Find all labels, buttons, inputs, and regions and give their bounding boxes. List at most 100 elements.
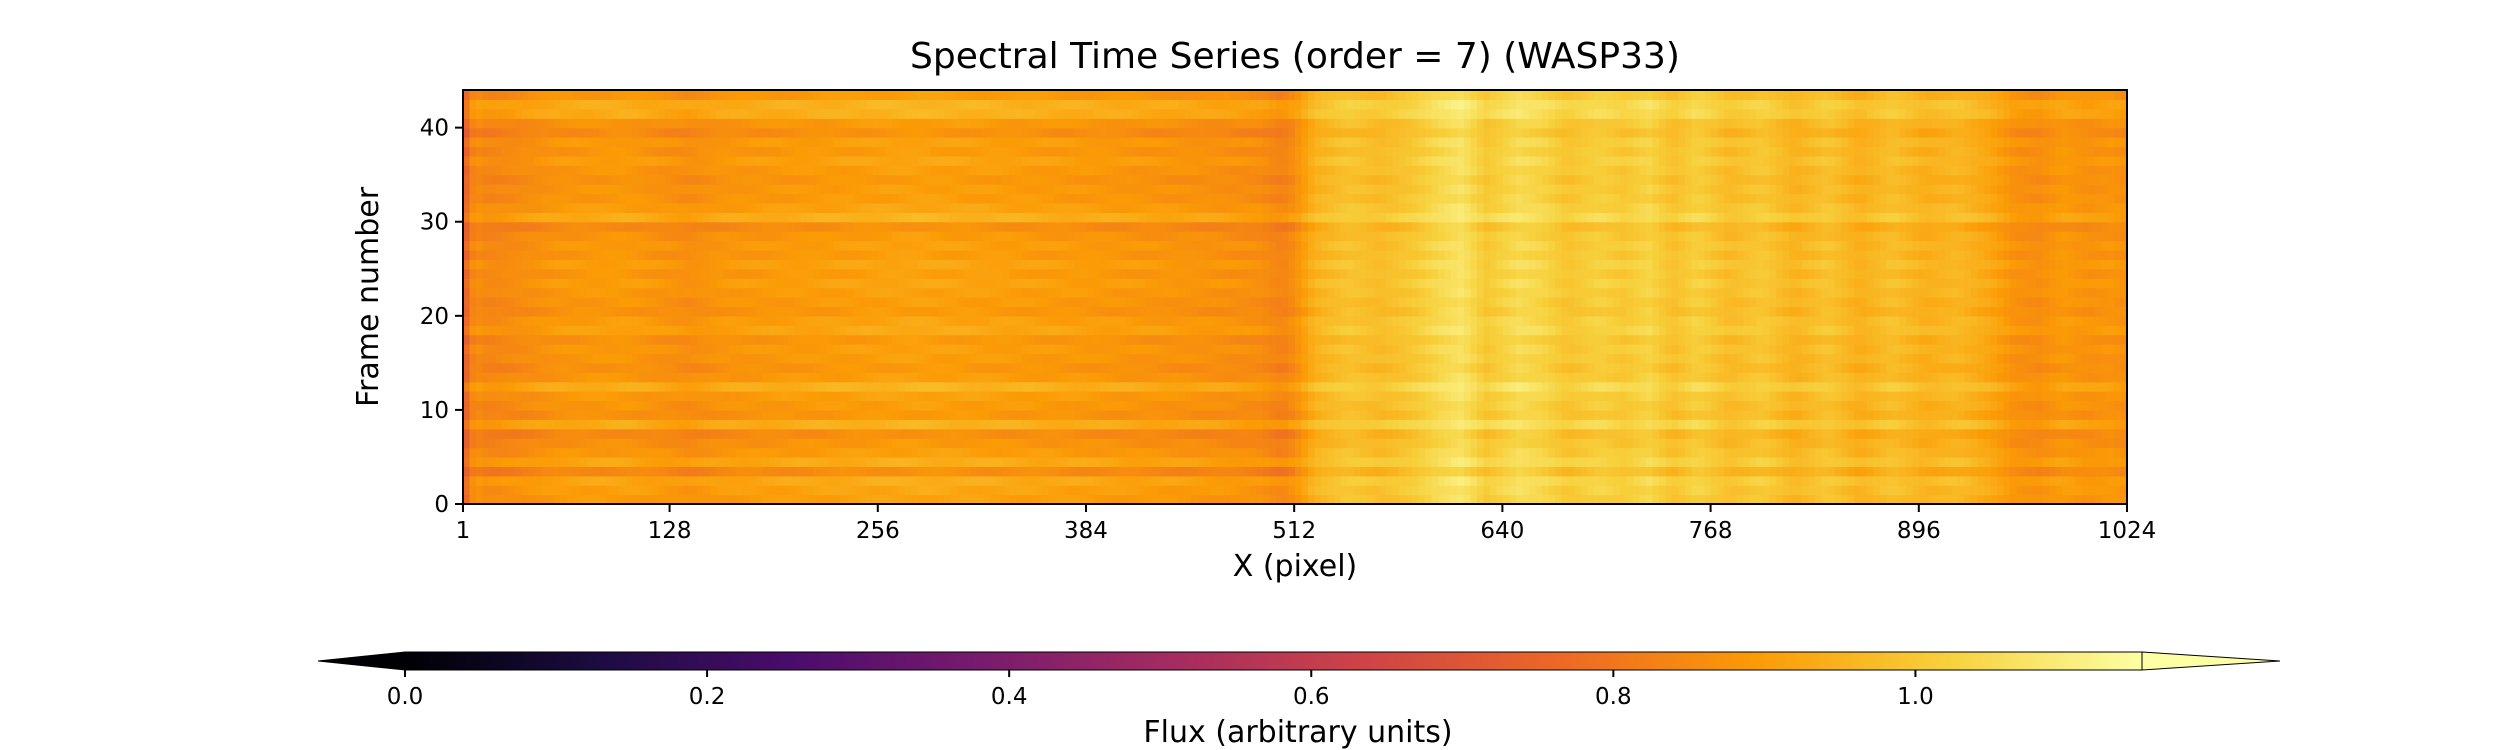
heatmap-cell	[1015, 485, 1023, 496]
heatmap-cell	[1542, 344, 1550, 355]
heatmap-cell	[573, 447, 581, 458]
heatmap-cell	[1711, 344, 1719, 355]
heatmap-cell	[1113, 325, 1121, 336]
heatmap-cell	[1542, 381, 1550, 392]
heatmap-cell	[1061, 419, 1069, 430]
heatmap-cell	[1990, 344, 1998, 355]
heatmap-cell	[1516, 438, 1524, 449]
heatmap-cell	[2003, 428, 2011, 439]
heatmap-cell	[1977, 419, 1985, 430]
heatmap-cell	[1925, 400, 1933, 411]
heatmap-cell	[1139, 466, 1147, 477]
heatmap-cell	[1977, 372, 1985, 383]
heatmap-cell	[1288, 475, 1296, 486]
heatmap-cell	[1724, 447, 1732, 458]
heatmap-cell	[1509, 494, 1517, 504]
heatmap-cell	[1997, 334, 2005, 345]
heatmap-cell	[1594, 485, 1602, 496]
heatmap-cell	[1412, 362, 1420, 373]
heatmap-cell	[807, 334, 815, 345]
heatmap-cell	[586, 334, 594, 345]
heatmap-cell	[1912, 325, 1920, 336]
heatmap-cell	[1282, 400, 1290, 411]
heatmap-cell	[963, 447, 971, 458]
heatmap-cell	[2081, 419, 2089, 430]
heatmap-cell	[1847, 475, 1855, 486]
heatmap-cell	[1808, 409, 1816, 420]
heatmap-cell	[1990, 475, 1998, 486]
heatmap-cell	[1607, 466, 1615, 477]
heatmap-cell	[1795, 475, 1803, 486]
heatmap-cell	[1106, 438, 1114, 449]
heatmap-cell	[1048, 381, 1056, 392]
heatmap-cell	[1568, 456, 1576, 467]
heatmap-cell	[554, 400, 562, 411]
heatmap-cell	[801, 381, 809, 392]
heatmap-cell	[736, 325, 744, 336]
heatmap-cell	[1425, 419, 1433, 430]
heatmap-cell	[1919, 372, 1927, 383]
heatmap-cell	[1113, 428, 1121, 439]
heatmap-cell	[885, 372, 893, 383]
heatmap-cell	[729, 409, 737, 420]
heatmap-cell	[957, 334, 965, 345]
heatmap-cell	[1464, 494, 1472, 504]
heatmap-cell	[1776, 419, 1784, 430]
heatmap-cell	[859, 381, 867, 392]
heatmap-cell	[2029, 466, 2037, 477]
heatmap-cell	[1932, 466, 1940, 477]
heatmap-cell	[684, 466, 692, 477]
heatmap-cell	[1815, 466, 1823, 477]
heatmap-cell	[1113, 344, 1121, 355]
heatmap-cell	[1977, 456, 1985, 467]
heatmap-cell	[1431, 409, 1439, 420]
heatmap-cell	[1509, 372, 1517, 383]
heatmap-cell	[1132, 428, 1140, 439]
heatmap-cell	[1873, 428, 1881, 439]
heatmap-cell	[1906, 381, 1914, 392]
heatmap-cell	[1015, 438, 1023, 449]
heatmap-cell	[1997, 494, 2005, 504]
heatmap-cell	[1301, 466, 1309, 477]
heatmap-cell	[1106, 334, 1114, 345]
heatmap-cell	[619, 428, 627, 439]
heatmap-cell	[508, 362, 516, 373]
heatmap-cell	[2036, 325, 2044, 336]
heatmap-cell	[1009, 362, 1017, 373]
heatmap-cell	[1126, 475, 1134, 486]
heatmap-cell	[1457, 400, 1465, 411]
heatmap-cell	[476, 485, 484, 496]
heatmap-cell	[1574, 400, 1582, 411]
heatmap-cell	[1451, 428, 1459, 439]
heatmap-cell	[476, 466, 484, 477]
heatmap-cell	[1282, 456, 1290, 467]
heatmap-cell	[814, 391, 822, 402]
heatmap-cell	[645, 428, 653, 439]
heatmap-cell	[2075, 334, 2083, 345]
heatmap-cell	[911, 400, 919, 411]
heatmap-cell	[1028, 362, 1036, 373]
heatmap-cell	[1321, 362, 1329, 373]
heatmap-cell	[996, 334, 1004, 345]
heatmap-cell	[781, 485, 789, 496]
heatmap-cell	[723, 315, 731, 326]
heatmap-cell	[1704, 438, 1712, 449]
heatmap-cell	[1282, 419, 1290, 430]
heatmap-cell	[1925, 381, 1933, 392]
heatmap-cell	[1334, 456, 1342, 467]
heatmap-cell	[1074, 438, 1082, 449]
heatmap-cell	[1139, 334, 1147, 345]
heatmap-cell	[1366, 456, 1374, 467]
heatmap-cell	[840, 381, 848, 392]
heatmap-cell	[515, 456, 523, 467]
heatmap-cell	[2016, 409, 2024, 420]
heatmap-cell	[1867, 485, 1875, 496]
heatmap-cell	[820, 391, 828, 402]
heatmap-cell	[1080, 381, 1088, 392]
heatmap-cell	[632, 344, 640, 355]
heatmap-cell	[1789, 419, 1797, 430]
heatmap-cell	[1795, 381, 1803, 392]
heatmap-cell	[1802, 419, 1810, 430]
heatmap-cell	[1633, 400, 1641, 411]
heatmap-cell	[1951, 400, 1959, 411]
